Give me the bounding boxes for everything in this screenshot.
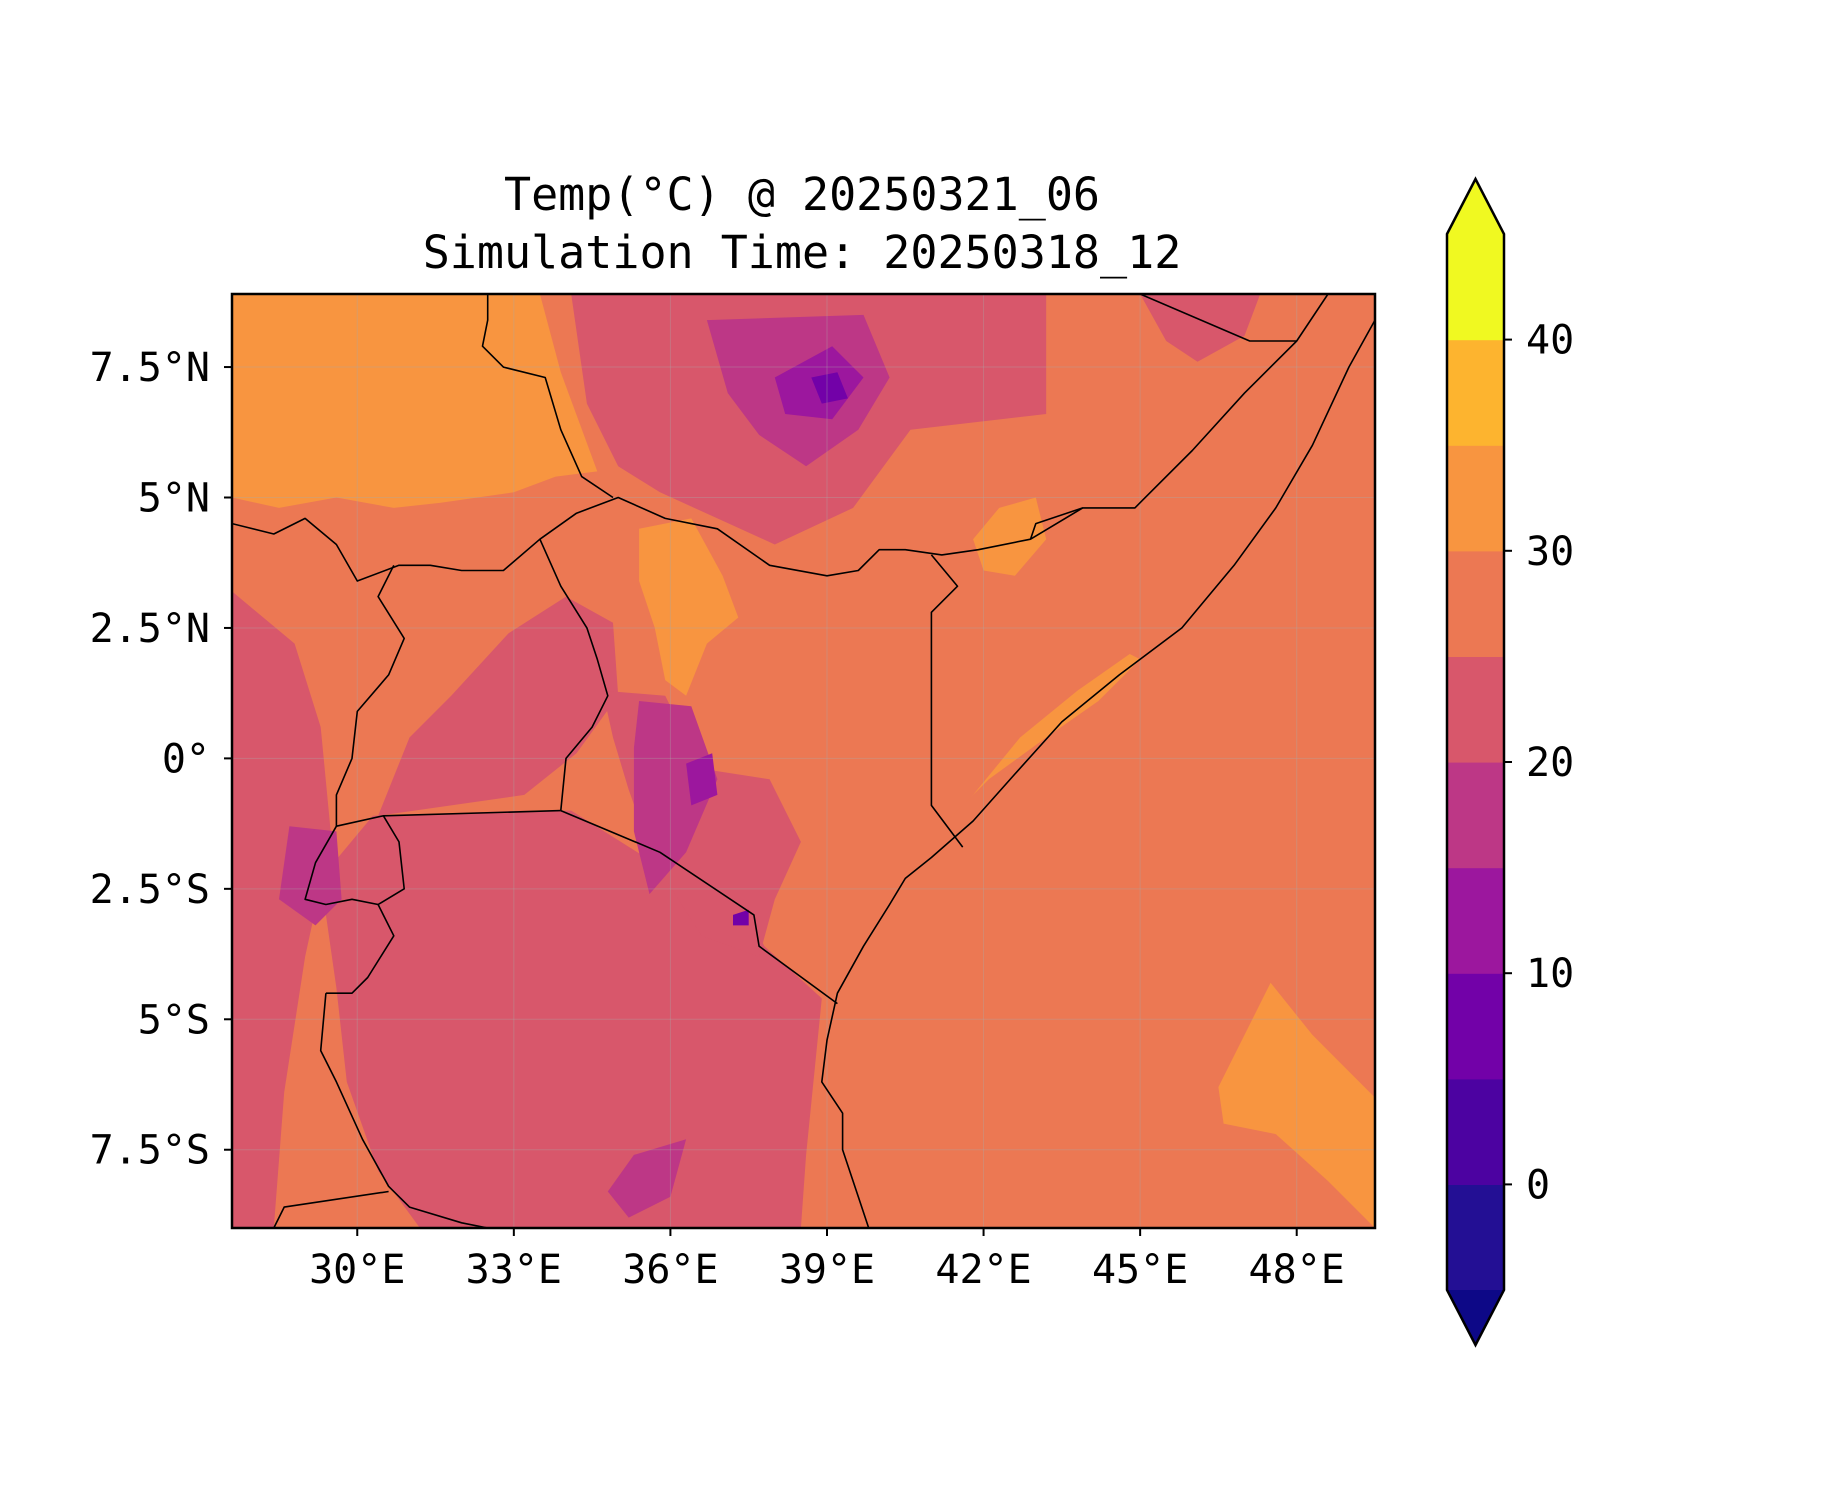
chart-title: Temp(°C) @ 20250321_06 (504, 168, 1100, 221)
colorbar-bin (1447, 973, 1504, 1080)
colorbar (1445, 176, 1506, 1348)
temp-region-30-35 (973, 497, 1047, 576)
colorbar-bin (1447, 550, 1504, 657)
colorbar-bin (1447, 1078, 1504, 1185)
y-tick-label: 5°N (138, 475, 210, 521)
y-tick-label: 7.5°S (90, 1128, 210, 1174)
colorbar-ticks: 0 10 20 30 40 (1504, 318, 1574, 1208)
country-border (930, 554, 964, 848)
colorbar-tick-label: 20 (1526, 740, 1574, 786)
temp-region-15-20 (279, 826, 342, 926)
temp-region-10-15 (686, 753, 718, 806)
country-border (335, 564, 406, 827)
country-border (539, 538, 609, 811)
country-borders (232, 294, 1329, 1228)
temp-region-20-25 (378, 596, 619, 816)
country-border (1139, 294, 1297, 342)
x-tick-label: 42°E (935, 1247, 1031, 1293)
country-border (481, 294, 614, 499)
country-border (1029, 507, 1083, 540)
coastline (820, 319, 1375, 1228)
temp-region-15-20 (633, 701, 718, 895)
temp-region-5-10 (733, 909, 749, 926)
x-tick-label: 33°E (466, 1247, 562, 1293)
x-tick-label: 39°E (779, 1247, 875, 1293)
temp-region-30-35 (1218, 982, 1375, 1228)
colorbar-outline (1445, 176, 1506, 1348)
x-tick-label: 45°E (1092, 1247, 1188, 1293)
colorbar-tick-label: 0 (1526, 1162, 1550, 1208)
chart-subtitle: Simulation Time: 20250318_12 (423, 226, 1182, 279)
map-gridlines (232, 294, 1375, 1228)
y-tick-label: 2.5°N (90, 606, 210, 652)
colorbar-bin (1447, 867, 1504, 974)
colorbar-bin (1447, 656, 1504, 763)
country-border (383, 809, 561, 817)
x-tick-label: 48°E (1249, 1247, 1345, 1293)
country-border (560, 809, 838, 1005)
country-border (304, 825, 379, 906)
y-tick-label: 2.5°S (90, 867, 210, 913)
y-tick-label: 5°S (138, 997, 210, 1043)
map-frame (230, 292, 1377, 1230)
colorbar-bin (1447, 1184, 1504, 1291)
x-axis-ticks: 30°E 33°E 36°E 39°E 42°E 45°E 48°E (309, 1228, 1345, 1293)
y-tick-label: 0° (162, 736, 210, 782)
temp-region-30-35 (232, 294, 598, 508)
x-tick-label: 36°E (622, 1247, 718, 1293)
temp-region-20-25 (232, 591, 332, 1228)
y-axis-ticks: 7.5°N 5°N 2.5°N 0° 2.5°S 5°S 7.5°S (90, 345, 232, 1174)
colorbar-over-arrow (1447, 179, 1504, 234)
colorbar-under-arrow (1447, 1290, 1504, 1345)
colorbar-bin (1447, 234, 1504, 341)
country-border (319, 993, 488, 1228)
y-tick-label: 7.5°N (90, 345, 210, 391)
temp-region-20-25 (1140, 294, 1261, 362)
colorbar-tick-label: 40 (1526, 318, 1574, 364)
colorbar-bin (1447, 762, 1504, 869)
colorbar-tick-label: 10 (1526, 951, 1574, 997)
temp-region-30-35 (936, 654, 1141, 832)
temp-region-15-20 (607, 1139, 687, 1218)
map-plot-area (230, 292, 1377, 1230)
country-border (273, 1190, 389, 1228)
temperature-regions (232, 294, 1375, 1228)
colorbar-bin (1447, 445, 1504, 552)
x-tick-label: 30°E (309, 1247, 405, 1293)
country-border (232, 294, 1329, 582)
colorbar-tick-label: 30 (1526, 529, 1574, 575)
temp-region-5-10 (811, 372, 848, 404)
coastline-line (820, 319, 1375, 1228)
temp-region-30-35 (639, 518, 739, 696)
colorbar-bin (1447, 339, 1504, 446)
